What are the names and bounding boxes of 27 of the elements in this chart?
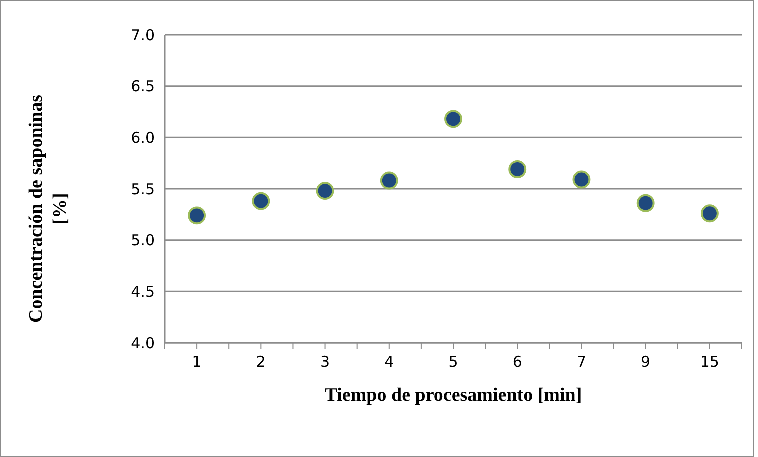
x-tick-label: 1	[192, 353, 202, 371]
y-tick-label: 5.0	[131, 232, 155, 250]
y-tick-label: 6.5	[131, 78, 155, 96]
point	[508, 160, 527, 178]
x-tick-label: 9	[641, 353, 651, 371]
x-tick-label: 6	[512, 353, 522, 371]
x-tick-label: 5	[448, 353, 458, 371]
point	[316, 182, 334, 200]
y-tick-label: 4.5	[131, 282, 155, 301]
y-tick-label: 5.5	[131, 180, 155, 198]
point	[636, 194, 655, 212]
point	[444, 110, 462, 128]
y-tick-label: 4.0	[131, 334, 155, 352]
point	[380, 172, 398, 190]
x-tick-label: 4	[384, 353, 394, 371]
point	[188, 206, 206, 225]
y-tick-label: 6.0	[131, 128, 155, 147]
x-tick-label: 3	[320, 353, 330, 371]
point	[700, 204, 719, 223]
y-axis-title: Concentración de saponinas [%]	[26, 94, 71, 324]
x-axis-title: Tiempo de procesamiento [min]	[324, 385, 582, 406]
point	[572, 170, 591, 189]
x-tick-label: 2	[256, 353, 266, 371]
x-tick-label: 15	[700, 353, 720, 371]
x-tick-label: 7	[576, 353, 586, 371]
point	[252, 192, 270, 210]
y-tick-label: 7.0	[131, 26, 155, 44]
